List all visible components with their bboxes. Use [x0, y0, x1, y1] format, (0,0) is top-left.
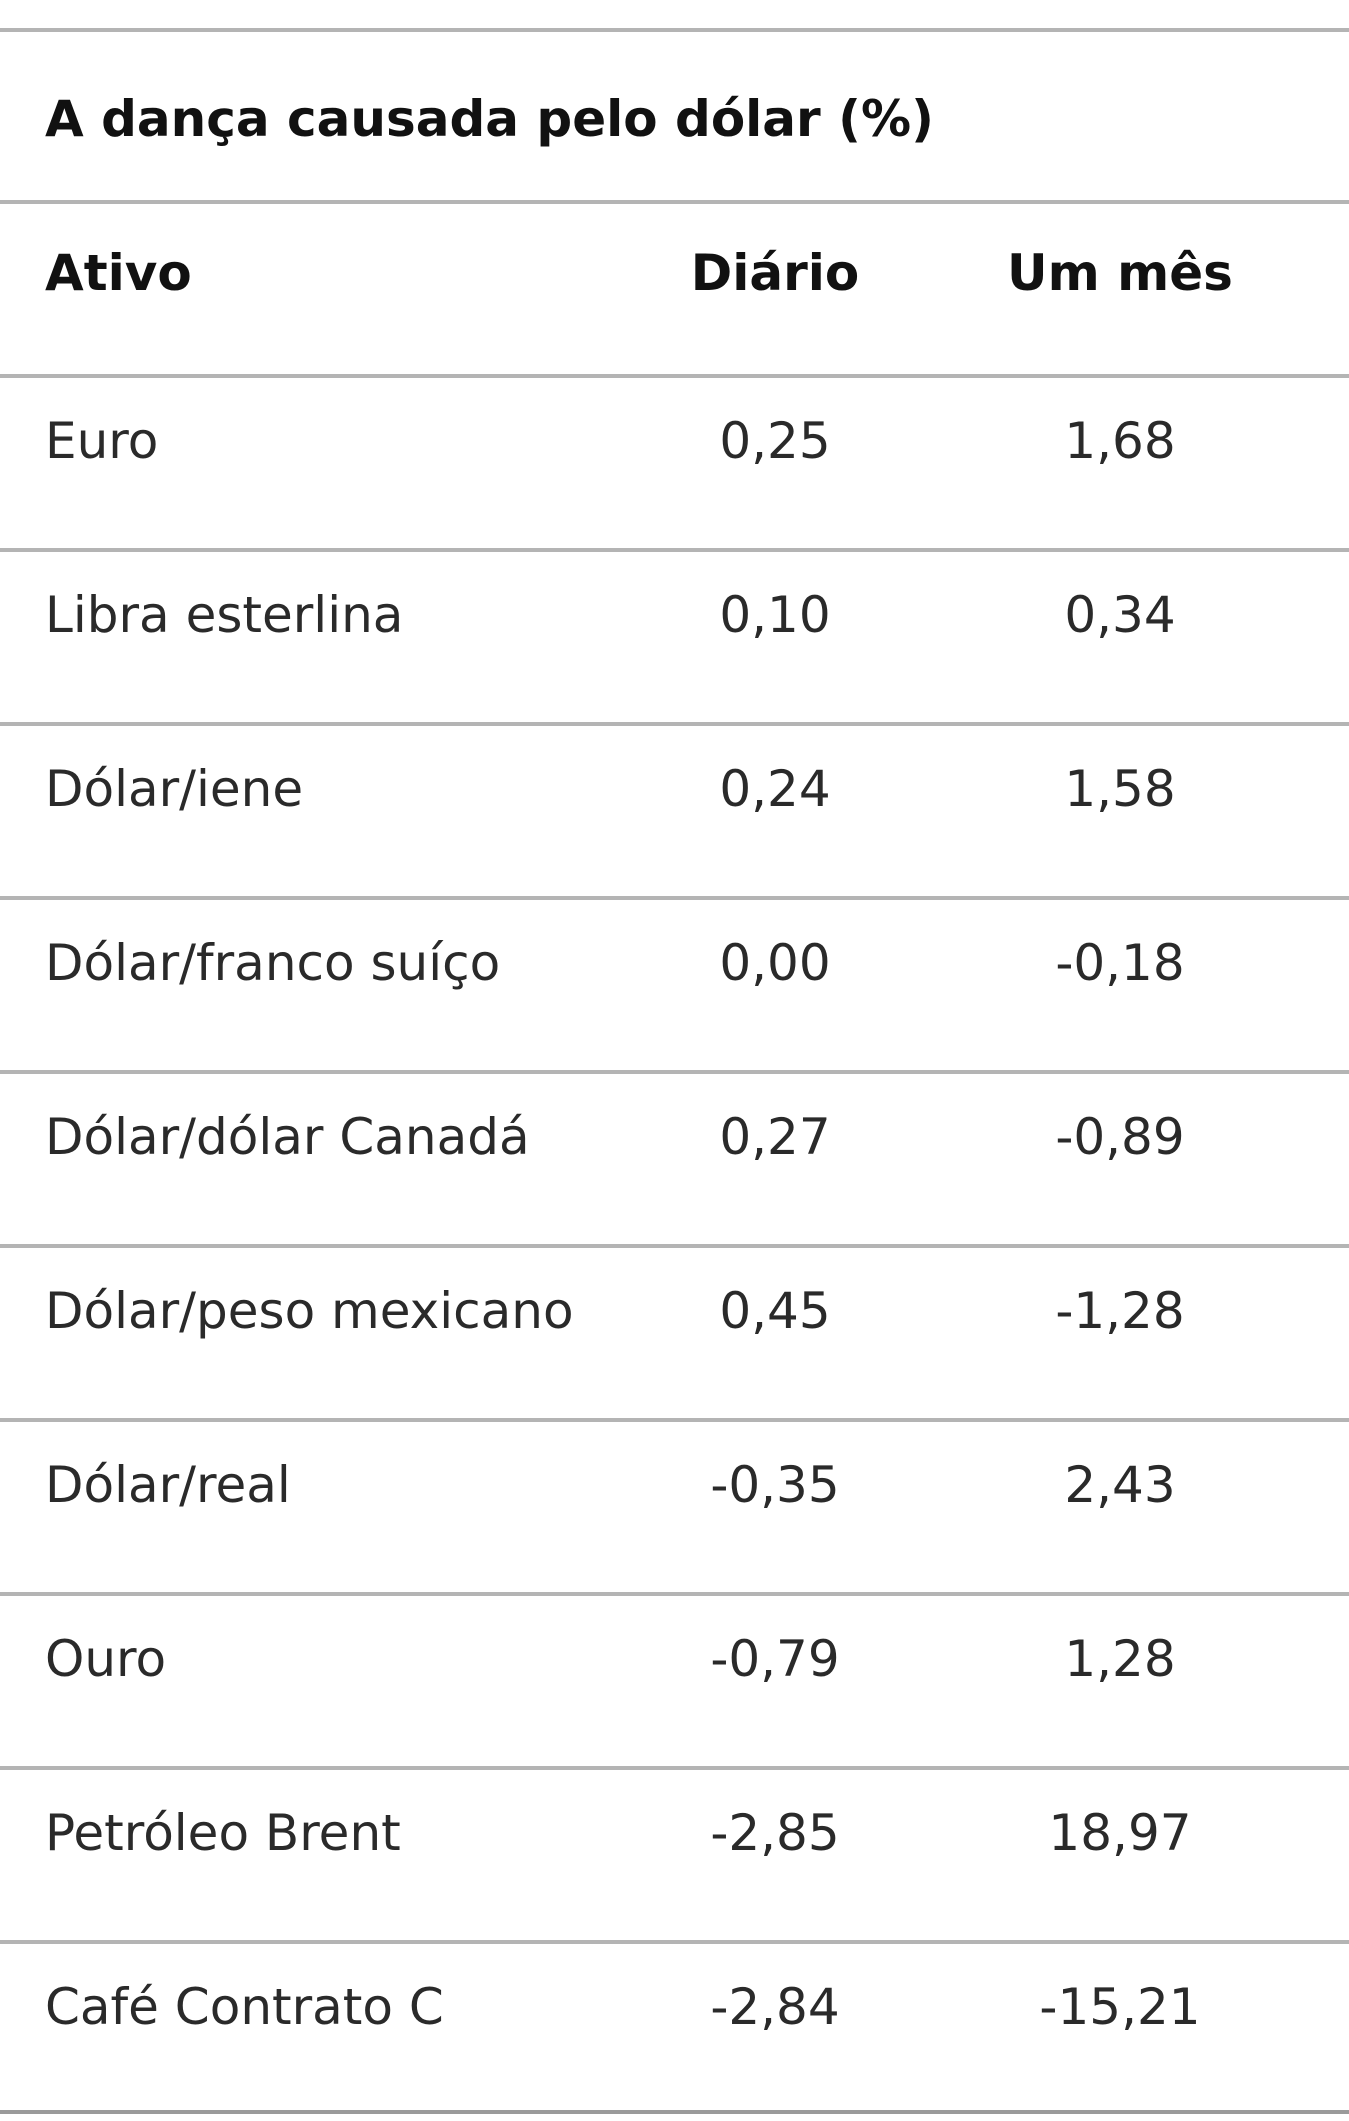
asset-cell: Dólar/dólar Canadá: [45, 1108, 530, 1166]
asset-cell: Dólar/franco suíço: [45, 934, 501, 992]
value-cell: -0,18: [1055, 934, 1185, 992]
title-row: A dança causada pelo dólar (%): [0, 28, 1349, 204]
table-row: Dólar/franco suíço 0,00 -0,18: [0, 896, 1349, 1070]
value-cell: 0,25: [719, 412, 831, 470]
header-cell: Ativo: [45, 244, 192, 302]
value-cell: 0,10: [719, 586, 831, 644]
value-cell: -1,28: [1055, 1282, 1185, 1340]
value-cell: -0,89: [1055, 1108, 1185, 1166]
value-cell: 0,45: [719, 1282, 831, 1340]
value-cell: 0,00: [719, 934, 831, 992]
value-cell: -2,85: [710, 1804, 840, 1862]
value-cell: -2,84: [710, 1978, 840, 2036]
table-row: Dólar/iene 0,24 1,58: [0, 722, 1349, 896]
value-cell: -0,79: [710, 1630, 840, 1688]
value-cell: 1,58: [1064, 760, 1176, 818]
table-row: Dólar/real -0,35 2,43: [0, 1418, 1349, 1592]
table-title: A dança causada pelo dólar (%): [45, 90, 934, 148]
value-cell: -0,35: [710, 1456, 840, 1514]
value-cell: -15,21: [1039, 1978, 1201, 2036]
table-row: Café Contrato C -2,84 -15,21: [0, 1940, 1349, 2114]
value-cell: 0,24: [719, 760, 831, 818]
table-row: Petróleo Brent -2,85 18,97: [0, 1766, 1349, 1940]
table-row: Dólar/dólar Canadá 0,27 -0,89: [0, 1070, 1349, 1244]
asset-cell: Dólar/peso mexicano: [45, 1282, 574, 1340]
table-row: Ouro -0,79 1,28: [0, 1592, 1349, 1766]
value-cell: 1,68: [1064, 412, 1176, 470]
asset-cell: Dólar/iene: [45, 760, 304, 818]
table-row: Euro 0,25 1,68: [0, 374, 1349, 548]
header-row: Ativo Diário Um mês: [0, 200, 1349, 374]
asset-cell: Petróleo Brent: [45, 1804, 401, 1862]
value-cell: 2,43: [1064, 1456, 1176, 1514]
value-cell: 0,27: [719, 1108, 831, 1166]
table-row: Dólar/peso mexicano 0,45 -1,28: [0, 1244, 1349, 1418]
asset-cell: Euro: [45, 412, 159, 470]
asset-cell: Ouro: [45, 1630, 167, 1688]
value-cell: 0,34: [1064, 586, 1176, 644]
asset-cell: Libra esterlina: [45, 586, 404, 644]
header-cell: Um mês: [1007, 244, 1233, 302]
table-row: Libra esterlina 0,10 0,34: [0, 548, 1349, 722]
value-cell: 1,28: [1064, 1630, 1176, 1688]
header-cell: Diário: [690, 244, 860, 302]
asset-cell: Café Contrato C: [45, 1978, 444, 2036]
value-cell: 18,97: [1048, 1804, 1192, 1862]
asset-cell: Dólar/real: [45, 1456, 291, 1514]
